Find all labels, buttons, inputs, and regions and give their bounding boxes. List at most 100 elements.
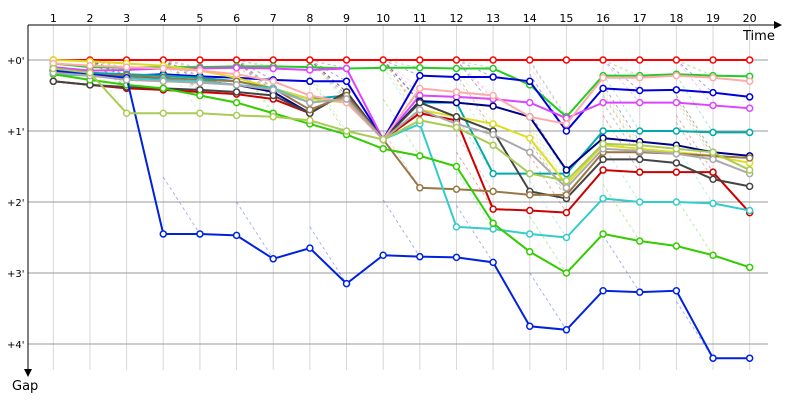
data-point xyxy=(342,95,351,103)
dash-connector xyxy=(89,59,127,86)
data-point xyxy=(122,109,131,117)
data-point xyxy=(452,88,461,96)
data-point xyxy=(635,56,644,64)
dash-connector xyxy=(602,91,641,150)
data-point xyxy=(306,105,314,114)
data-point xyxy=(635,237,644,245)
data-point xyxy=(745,154,754,162)
dash-connector xyxy=(309,59,347,93)
data-point xyxy=(526,113,534,121)
dash-connector xyxy=(602,59,640,79)
data-point xyxy=(159,84,168,93)
data-point xyxy=(416,56,424,64)
data-point xyxy=(489,219,497,228)
y-axis-arrow xyxy=(24,369,32,377)
data-point xyxy=(635,98,644,107)
data-point xyxy=(745,182,754,191)
dash-connector xyxy=(456,73,494,132)
data-point xyxy=(562,269,571,277)
data-point xyxy=(379,251,387,259)
data-point xyxy=(196,230,204,238)
data-point xyxy=(452,56,461,64)
data-point xyxy=(379,135,387,144)
y-tick-label: +2' xyxy=(7,198,25,209)
data-point xyxy=(709,128,717,137)
data-point xyxy=(232,98,241,107)
x-tick-label: 10 xyxy=(376,12,390,25)
data-point xyxy=(526,148,534,157)
dash-connector xyxy=(675,146,714,204)
data-point xyxy=(416,84,424,93)
x-axis-arrow xyxy=(774,21,782,29)
dash-connector xyxy=(675,75,714,133)
data-point xyxy=(672,98,681,107)
data-point xyxy=(709,155,717,164)
axes: Time Gap xyxy=(12,21,782,394)
data-point xyxy=(526,98,534,107)
dash-connector xyxy=(236,59,274,82)
data-point xyxy=(599,194,607,203)
data-point xyxy=(306,56,314,64)
data-point xyxy=(599,84,607,93)
dash-connector xyxy=(163,59,201,68)
data-point xyxy=(526,322,534,330)
dash-connector xyxy=(309,59,347,70)
series-group xyxy=(49,70,754,242)
data-point xyxy=(159,64,168,73)
data-point xyxy=(672,242,681,250)
dash-connector xyxy=(675,98,714,157)
data-point xyxy=(709,175,717,184)
dash-connector xyxy=(236,59,274,118)
data-point xyxy=(416,98,424,107)
data-point xyxy=(416,105,424,114)
data-point xyxy=(599,74,607,82)
data-point xyxy=(159,109,168,117)
x-tick-label: 6 xyxy=(233,12,240,25)
dash-connector xyxy=(529,215,567,274)
dash-connector xyxy=(529,127,567,185)
data-point xyxy=(526,56,534,64)
dash-connector xyxy=(675,95,714,153)
dash-connector xyxy=(236,59,274,81)
data-point xyxy=(745,56,754,64)
dash-connector xyxy=(676,59,714,77)
dash-connector xyxy=(163,59,201,84)
dash-connector xyxy=(89,59,127,79)
data-point xyxy=(709,74,717,82)
series-line xyxy=(53,69,750,196)
dash-connector xyxy=(675,59,714,106)
dash-connector xyxy=(529,61,567,119)
series-line xyxy=(53,71,751,190)
x-tick-label: 2 xyxy=(86,12,93,25)
data-point xyxy=(49,64,58,73)
data-point xyxy=(599,166,607,174)
data-point xyxy=(269,255,277,263)
data-point xyxy=(416,184,424,192)
dash-connector xyxy=(456,59,494,70)
dash-connector xyxy=(675,102,714,160)
data-point xyxy=(672,145,681,153)
dash-connector xyxy=(456,66,494,125)
data-point xyxy=(416,152,424,160)
data-point xyxy=(489,187,497,196)
dash-connector xyxy=(529,272,567,331)
data-point xyxy=(122,76,131,84)
data-point xyxy=(745,263,754,272)
data-point xyxy=(232,81,241,89)
data-point xyxy=(562,56,571,64)
dash-connector xyxy=(456,116,494,174)
series-line xyxy=(53,80,751,214)
data-point xyxy=(342,127,351,135)
series-group xyxy=(49,64,754,185)
dash-connector xyxy=(236,59,274,67)
dash-connector xyxy=(456,171,494,230)
data-point xyxy=(709,251,717,259)
dash-connector xyxy=(456,205,494,263)
data-point xyxy=(599,127,607,135)
data-point xyxy=(452,162,461,171)
dash-connector xyxy=(529,59,567,118)
data-point xyxy=(745,77,754,86)
dash-connector xyxy=(236,59,274,89)
data-point xyxy=(672,287,681,295)
dash-connector xyxy=(382,59,421,110)
